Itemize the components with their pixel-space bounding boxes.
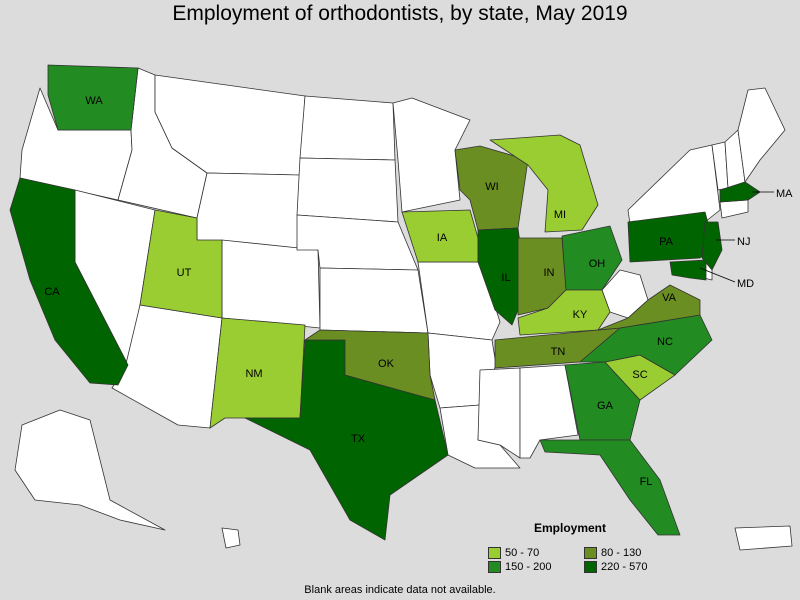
state-nj[interactable] — [701, 221, 723, 271]
state-hi[interactable] — [221, 527, 241, 549]
state-ny[interactable] — [627, 144, 721, 225]
state-oh[interactable] — [561, 225, 623, 291]
label-wi: WI — [485, 181, 498, 193]
state-md[interactable] — [669, 259, 707, 281]
legend-swatch — [584, 547, 597, 559]
state-ms[interactable] — [477, 367, 521, 459]
label-wa: WA — [85, 95, 103, 107]
label-sc: SC — [632, 369, 647, 381]
state-va[interactable] — [597, 284, 701, 331]
state-me[interactable] — [737, 87, 786, 183]
legend-title: Employment — [534, 521, 607, 535]
state-co[interactable] — [221, 239, 321, 329]
legend-swatch — [488, 561, 501, 573]
state-mi[interactable] — [489, 134, 599, 233]
state-mn[interactable] — [392, 97, 471, 213]
legend-label: 150 - 200 — [505, 561, 552, 573]
label-oh: OH — [589, 258, 606, 270]
state-wy[interactable] — [196, 172, 301, 251]
legend-item-150-200: 150 - 200 — [488, 561, 551, 573]
label-ok: OK — [378, 358, 395, 370]
label-va: VA — [662, 292, 677, 304]
legend-item-50-70: 50 - 70 — [488, 547, 539, 559]
state-sd[interactable] — [296, 157, 399, 223]
legend-swatch — [584, 561, 597, 573]
label-nc: NC — [657, 336, 673, 348]
label-ut: UT — [177, 267, 192, 279]
label-fl: FL — [640, 476, 653, 488]
label-tn: TN — [551, 346, 566, 358]
label-nm: NM — [245, 368, 262, 380]
state-pr[interactable] — [734, 525, 793, 551]
state-ma[interactable] — [719, 181, 761, 203]
label-md: MD — [737, 278, 754, 290]
state-ks[interactable] — [319, 267, 429, 334]
state-ga[interactable] — [564, 361, 641, 441]
label-in: IN — [544, 267, 555, 279]
label-ga: GA — [597, 400, 614, 412]
state-nd[interactable] — [299, 95, 396, 161]
state-ut[interactable] — [139, 209, 223, 319]
legend-item-80-130: 80 - 130 — [584, 547, 641, 559]
legend-label: 220 - 570 — [601, 561, 648, 573]
label-ky: KY — [573, 309, 588, 321]
map-title: Employment of orthodontists, by state, M… — [172, 2, 628, 25]
legend-label: 80 - 130 — [601, 547, 642, 559]
state-ak[interactable] — [14, 409, 166, 531]
md-callout — [699, 267, 736, 283]
legend-item-220-570: 220 - 570 — [584, 561, 647, 573]
label-pa: PA — [659, 236, 674, 248]
state-wa[interactable] — [47, 64, 139, 131]
state-il[interactable] — [477, 227, 527, 326]
label-il: IL — [501, 272, 510, 284]
label-tx: TX — [351, 433, 366, 445]
legend-swatch — [488, 547, 501, 559]
state-ky[interactable] — [517, 289, 611, 336]
label-ca: CA — [44, 286, 60, 298]
state-ca[interactable] — [9, 177, 129, 386]
state-fl[interactable] — [539, 439, 681, 536]
state-ct[interactable] — [719, 199, 749, 219]
label-ma: MA — [776, 188, 793, 200]
label-mi: MI — [554, 209, 566, 221]
footnote: Blank areas indicate data not available. — [304, 584, 496, 596]
label-ia: IA — [437, 232, 448, 244]
legend-label: 50 - 70 — [505, 547, 540, 559]
label-nj: NJ — [737, 236, 750, 248]
state-ok[interactable] — [304, 329, 436, 401]
